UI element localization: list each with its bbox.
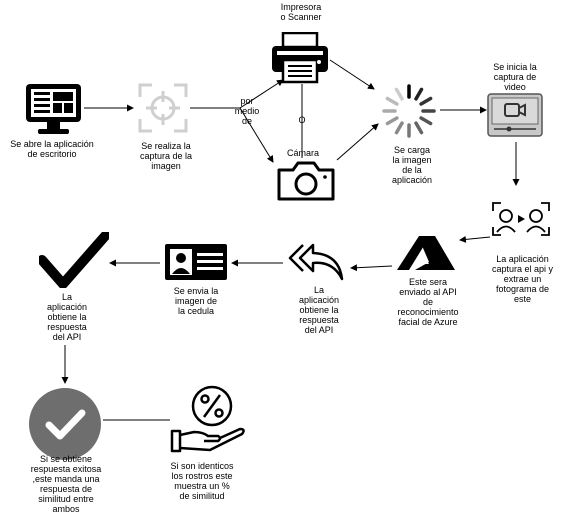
arrow-frame-to-azure <box>459 235 491 243</box>
label-obtains-response: La aplicación obtiene la respuesta del A… <box>46 292 88 342</box>
arrow-camera-to-loading <box>336 123 379 161</box>
label-gets-response: La aplicación obtiene la respuesta del A… <box>298 285 340 335</box>
video-player-icon <box>487 93 543 137</box>
camera-icon <box>277 161 335 201</box>
label-send-id-image: Se envia la imagen de la cedula <box>173 286 219 316</box>
arrow-printer-to-loading <box>329 59 375 90</box>
checkmark-icon <box>39 232 109 288</box>
label-desktop-app: Se abre la aplicación de escritorio <box>10 139 94 159</box>
label-camera: Cámara <box>286 148 319 158</box>
label-similarity: Si son identicos los rostros este muestr… <box>170 461 234 501</box>
printer-icon <box>272 32 328 84</box>
arrow-junction-to-camera <box>239 107 274 163</box>
label-success-response: Si se obtiene respuesta exitosa ,este ma… <box>30 454 102 512</box>
arrow-junction-to-printer <box>239 79 284 109</box>
check-circle-icon <box>29 388 101 460</box>
label-capture-frame: La aplicación captura el api y extrae un… <box>491 254 554 304</box>
label-capture-image: Se realiza la captura de la imagen <box>139 141 193 171</box>
label-load-image: Se carga la imagen de la aplicación <box>391 145 433 185</box>
label-start-video: Se inicia la captura de video <box>493 62 537 92</box>
label-printer: Impresora o Scanner <box>280 2 322 22</box>
monitor-icon <box>26 84 81 134</box>
label-or: O <box>298 115 306 125</box>
percent-hand-icon <box>170 385 245 453</box>
arrow-azure-to-reply <box>350 264 393 272</box>
label-por-medio-de: por medio de <box>234 96 260 126</box>
face-scan-icon <box>492 202 550 236</box>
label-send-azure: Este sera enviado al API de reconocimien… <box>397 277 459 327</box>
id-card-icon <box>165 244 227 280</box>
focus-frame-icon <box>138 83 188 133</box>
azure-logo-icon <box>397 236 455 270</box>
reply-all-icon <box>288 243 344 281</box>
loading-spinner-icon <box>382 84 436 138</box>
